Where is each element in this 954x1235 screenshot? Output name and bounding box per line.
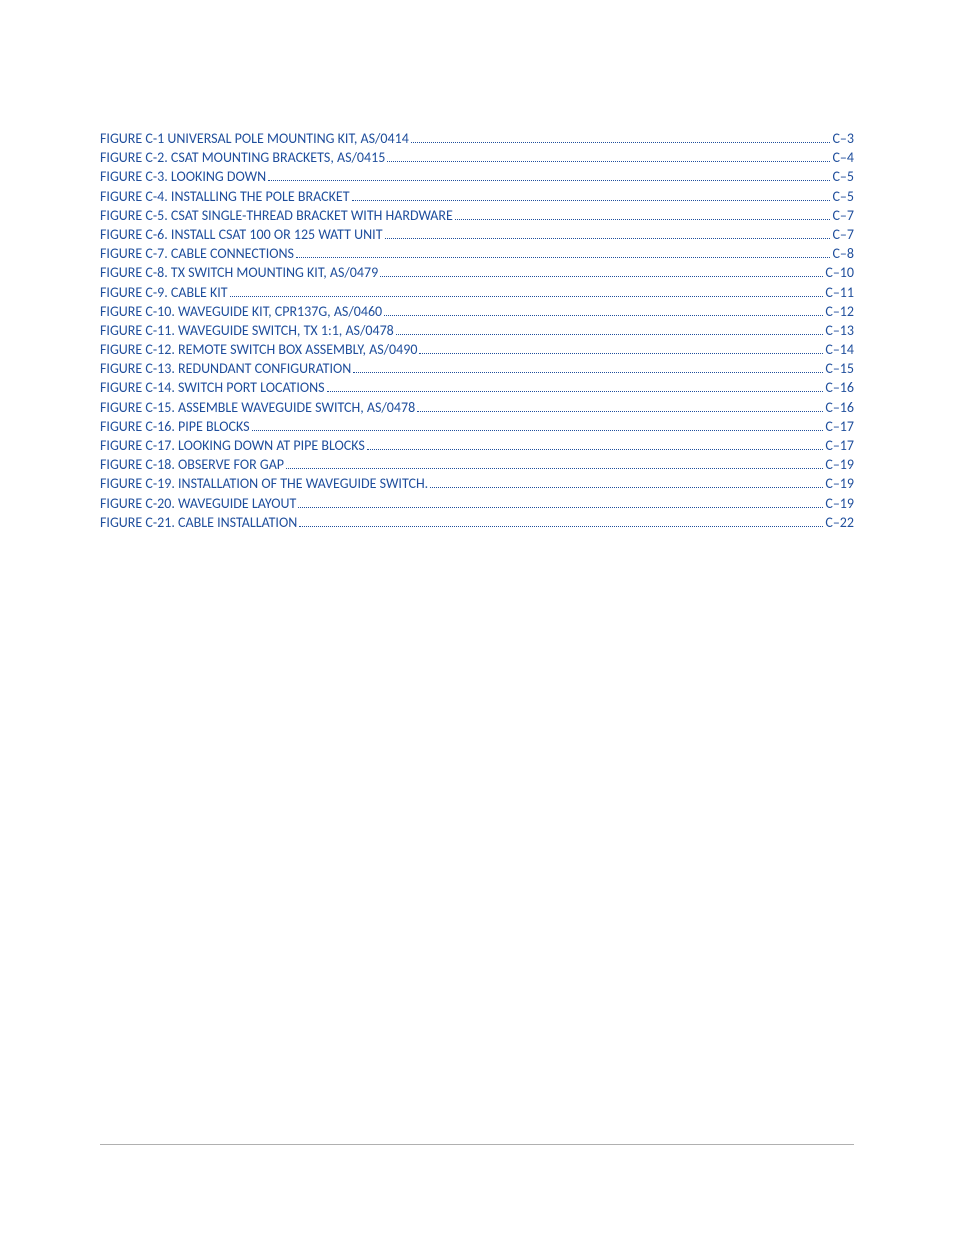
toc-leader-dots	[352, 188, 831, 200]
toc-entry-page: C–19	[825, 475, 854, 493]
toc-leader-dots	[396, 323, 824, 335]
toc-entry[interactable]: FIGURE C-13. REDUNDANT CONFIGURATION C–15	[100, 360, 854, 378]
toc-leader-dots	[367, 438, 824, 450]
toc-entry-page: C–22	[825, 514, 854, 532]
toc-leader-dots	[299, 515, 823, 527]
toc-leader-dots	[268, 169, 830, 181]
toc-entry-page: C–7	[832, 226, 854, 244]
toc-entry-page: C–10	[825, 264, 854, 282]
toc-leader-dots	[430, 476, 823, 488]
toc-entry-page: C–13	[825, 322, 854, 340]
toc-entry-page: C–3	[832, 130, 854, 148]
toc-entry[interactable]: FIGURE C-9. CABLE KIT C–11	[100, 284, 854, 302]
footer-divider	[100, 1144, 854, 1145]
toc-entry-label: FIGURE C-9. CABLE KIT	[100, 284, 228, 302]
toc-entry-page: C–8	[832, 245, 854, 263]
toc-entry-page: C–17	[825, 437, 854, 455]
toc-entry-page: C–7	[832, 207, 854, 225]
toc-entry[interactable]: FIGURE C-8. TX SWITCH MOUNTING KIT, AS/0…	[100, 264, 854, 282]
toc-entry-label: FIGURE C-6. INSTALL CSAT 100 OR 125 WATT…	[100, 226, 383, 244]
toc-entry[interactable]: FIGURE C-21. CABLE INSTALLATION C–22	[100, 514, 854, 532]
toc-entry-label: FIGURE C-21. CABLE INSTALLATION	[100, 514, 297, 532]
document-page: FIGURE C-1 UNIVERSAL POLE MOUNTING KIT, …	[0, 0, 954, 1235]
toc-leader-dots	[411, 131, 831, 143]
toc-entry-label: FIGURE C-1 UNIVERSAL POLE MOUNTING KIT, …	[100, 130, 409, 148]
toc-entry-page: C–17	[825, 418, 854, 436]
toc-entry[interactable]: FIGURE C-19. INSTALLATION OF THE WAVEGUI…	[100, 475, 854, 493]
toc-entry[interactable]: FIGURE C-12. REMOTE SWITCH BOX ASSEMBLY,…	[100, 341, 854, 359]
toc-leader-dots	[327, 380, 824, 392]
toc-leader-dots	[385, 227, 831, 239]
toc-entry-page: C–19	[825, 495, 854, 513]
toc-entry[interactable]: FIGURE C-18. OBSERVE FOR GAP C–19	[100, 456, 854, 474]
toc-leader-dots	[296, 246, 830, 258]
toc-entry-label: FIGURE C-19. INSTALLATION OF THE WAVEGUI…	[100, 475, 428, 493]
toc-entry[interactable]: FIGURE C-3. LOOKING DOWN C–5	[100, 168, 854, 186]
toc-entry[interactable]: FIGURE C-2. CSAT MOUNTING BRACKETS, AS/0…	[100, 149, 854, 167]
toc-entry-page: C–15	[825, 360, 854, 378]
toc-entry-page: C–16	[825, 379, 854, 397]
toc-entry[interactable]: FIGURE C-1 UNIVERSAL POLE MOUNTING KIT, …	[100, 130, 854, 148]
toc-entry-label: FIGURE C-11. WAVEGUIDE SWITCH, TX 1:1, A…	[100, 322, 394, 340]
toc-entry-label: FIGURE C-3. LOOKING DOWN	[100, 168, 266, 186]
toc-entry[interactable]: FIGURE C-20. WAVEGUIDE LAYOUT C–19	[100, 495, 854, 513]
toc-entry[interactable]: FIGURE C-6. INSTALL CSAT 100 OR 125 WATT…	[100, 226, 854, 244]
toc-leader-dots	[387, 150, 830, 162]
toc-leader-dots	[419, 342, 823, 354]
toc-entry-page: C–19	[825, 456, 854, 474]
toc-entry-page: C–5	[832, 168, 854, 186]
toc-leader-dots	[286, 457, 823, 469]
toc-entry[interactable]: FIGURE C-4. INSTALLING THE POLE BRACKET C…	[100, 188, 854, 206]
toc-leader-dots	[455, 208, 831, 220]
toc-leader-dots	[252, 419, 824, 431]
toc-entry-label: FIGURE C-16. PIPE BLOCKS	[100, 418, 250, 436]
toc-entry-label: FIGURE C-12. REMOTE SWITCH BOX ASSEMBLY,…	[100, 341, 417, 359]
toc-leader-dots	[230, 284, 824, 296]
toc-leader-dots	[380, 265, 823, 277]
toc-entry-label: FIGURE C-10. WAVEGUIDE KIT, CPR137G, AS/…	[100, 303, 382, 321]
toc-entry-label: FIGURE C-8. TX SWITCH MOUNTING KIT, AS/0…	[100, 264, 378, 282]
toc-entry-page: C–16	[825, 399, 854, 417]
toc-entry[interactable]: FIGURE C-10. WAVEGUIDE KIT, CPR137G, AS/…	[100, 303, 854, 321]
toc-entry[interactable]: FIGURE C-7. CABLE CONNECTIONS C–8	[100, 245, 854, 263]
toc-leader-dots	[384, 304, 823, 316]
toc-entry-label: FIGURE C-13. REDUNDANT CONFIGURATION	[100, 360, 351, 378]
toc-entry-page: C–4	[832, 149, 854, 167]
toc-entry-page: C–12	[825, 303, 854, 321]
toc-entry[interactable]: FIGURE C-15. ASSEMBLE WAVEGUIDE SWITCH, …	[100, 399, 854, 417]
toc-entry-label: FIGURE C-7. CABLE CONNECTIONS	[100, 245, 294, 263]
toc-leader-dots	[417, 399, 823, 411]
toc-entry-label: FIGURE C-4. INSTALLING THE POLE BRACKET	[100, 188, 350, 206]
toc-entry[interactable]: FIGURE C-14. SWITCH PORT LOCATIONS C–16	[100, 379, 854, 397]
toc-entry[interactable]: FIGURE C-16. PIPE BLOCKS C–17	[100, 418, 854, 436]
toc-entry-label: FIGURE C-2. CSAT MOUNTING BRACKETS, AS/0…	[100, 149, 385, 167]
toc-leader-dots	[353, 361, 823, 373]
toc-entry[interactable]: FIGURE C-11. WAVEGUIDE SWITCH, TX 1:1, A…	[100, 322, 854, 340]
toc-entry-page: C–11	[825, 284, 854, 302]
toc-entry-label: FIGURE C-17. LOOKING DOWN AT PIPE BLOCKS	[100, 437, 365, 455]
toc-leader-dots	[298, 495, 823, 507]
toc-entry-label: FIGURE C-20. WAVEGUIDE LAYOUT	[100, 495, 296, 513]
table-of-figures: FIGURE C-1 UNIVERSAL POLE MOUNTING KIT, …	[100, 130, 854, 532]
toc-entry-label: FIGURE C-14. SWITCH PORT LOCATIONS	[100, 379, 325, 397]
toc-entry-page: C–14	[825, 341, 854, 359]
toc-entry-label: FIGURE C-15. ASSEMBLE WAVEGUIDE SWITCH, …	[100, 399, 415, 417]
toc-entry-page: C–5	[832, 188, 854, 206]
toc-entry[interactable]: FIGURE C-17. LOOKING DOWN AT PIPE BLOCKS…	[100, 437, 854, 455]
toc-entry[interactable]: FIGURE C-5. CSAT SINGLE-THREAD BRACKET W…	[100, 207, 854, 225]
toc-entry-label: FIGURE C-5. CSAT SINGLE-THREAD BRACKET W…	[100, 207, 453, 225]
toc-entry-label: FIGURE C-18. OBSERVE FOR GAP	[100, 456, 284, 474]
